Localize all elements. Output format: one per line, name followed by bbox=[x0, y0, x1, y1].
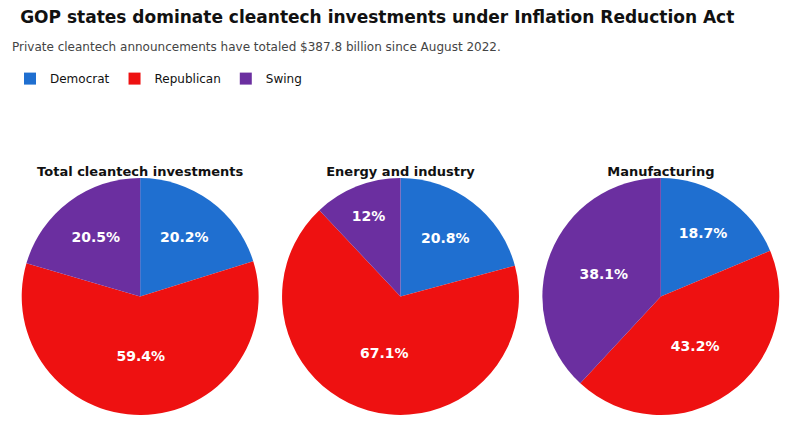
svg-text:Private cleantech announcement: Private cleantech announcements have tot… bbox=[12, 40, 501, 54]
svg-text:Energy and industry: Energy and industry bbox=[326, 164, 475, 179]
svg-text:67.1%: 67.1% bbox=[360, 345, 409, 361]
svg-text:Total cleantech investments: Total cleantech investments bbox=[37, 164, 243, 179]
svg-text:59.4%: 59.4% bbox=[116, 348, 165, 364]
svg-text:Swing: Swing bbox=[266, 72, 302, 86]
svg-text:Manufacturing: Manufacturing bbox=[607, 164, 714, 179]
svg-text:12%: 12% bbox=[352, 208, 386, 224]
svg-text:20.2%: 20.2% bbox=[160, 229, 209, 245]
svg-text:Democrat: Democrat bbox=[50, 72, 110, 86]
svg-text:20.8%: 20.8% bbox=[421, 230, 470, 246]
svg-text:Republican: Republican bbox=[155, 72, 221, 86]
svg-text:38.1%: 38.1% bbox=[579, 266, 628, 282]
svg-text:43.2%: 43.2% bbox=[671, 338, 720, 354]
svg-text:20.5%: 20.5% bbox=[71, 229, 120, 245]
svg-text:18.7%: 18.7% bbox=[679, 225, 728, 241]
svg-text:GOP states dominate cleantech: GOP states dominate cleantech investment… bbox=[20, 7, 734, 27]
